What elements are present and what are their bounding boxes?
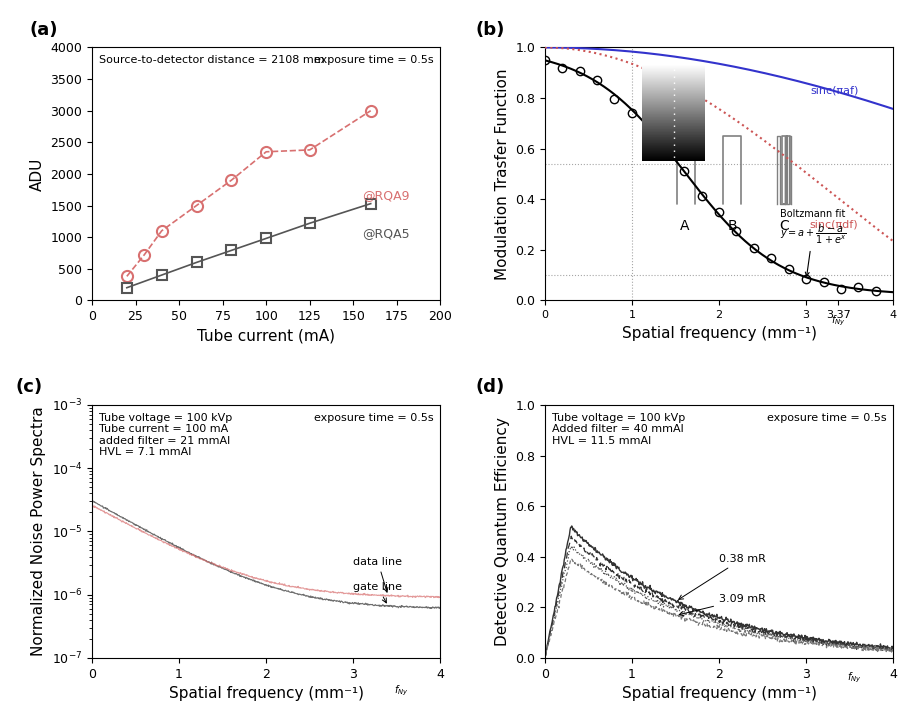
Y-axis label: Detective Quantum Efficiency: Detective Quantum Efficiency bbox=[495, 417, 509, 646]
Text: $f_{Ny}$: $f_{Ny}$ bbox=[394, 684, 409, 698]
Text: C: C bbox=[779, 219, 789, 232]
Text: @RQA9: @RQA9 bbox=[362, 189, 409, 202]
Text: exposure time = 0.5s: exposure time = 0.5s bbox=[314, 412, 433, 422]
X-axis label: Spatial frequency (mm⁻¹): Spatial frequency (mm⁻¹) bbox=[169, 686, 364, 701]
Text: @RQA5: @RQA5 bbox=[362, 227, 409, 240]
Text: B: B bbox=[727, 219, 737, 232]
Text: Boltzmann fit
$y = a + \dfrac{b-a}{1+e^{x}}$: Boltzmann fit $y = a + \dfrac{b-a}{1+e^{… bbox=[780, 209, 847, 276]
Text: A: A bbox=[679, 219, 688, 232]
Text: $f_{Ny}$: $f_{Ny}$ bbox=[831, 313, 845, 328]
Text: data line: data line bbox=[353, 557, 402, 592]
Text: (a): (a) bbox=[29, 21, 58, 39]
Text: sinc(πdf): sinc(πdf) bbox=[810, 219, 858, 230]
Y-axis label: ADU: ADU bbox=[29, 157, 45, 191]
Text: 0.38 mR: 0.38 mR bbox=[678, 554, 766, 599]
X-axis label: Spatial frequency (mm⁻¹): Spatial frequency (mm⁻¹) bbox=[621, 326, 816, 341]
Text: Tube voltage = 100 kVp
Tube current = 100 mA
added filter = 21 mmAl
HVL = 7.1 mm: Tube voltage = 100 kVp Tube current = 10… bbox=[99, 412, 232, 457]
Y-axis label: Modulation Trasfer Function: Modulation Trasfer Function bbox=[495, 68, 509, 279]
Text: $f_{Ny}$: $f_{Ny}$ bbox=[846, 671, 861, 685]
Text: sinc(πaf): sinc(πaf) bbox=[810, 85, 858, 95]
Text: Source-to-detector distance = 2108 mm: Source-to-detector distance = 2108 mm bbox=[99, 55, 325, 65]
Text: exposure time = 0.5s: exposure time = 0.5s bbox=[314, 55, 433, 65]
Text: 3.09 mR: 3.09 mR bbox=[679, 594, 766, 616]
Text: (c): (c) bbox=[16, 378, 42, 396]
Text: (b): (b) bbox=[476, 21, 505, 39]
Text: Tube voltage = 100 kVp
Added filter = 40 mmAl
HVL = 11.5 mmAl: Tube voltage = 100 kVp Added filter = 40… bbox=[552, 412, 685, 445]
Y-axis label: Normalized Noise Power Spectra: Normalized Noise Power Spectra bbox=[31, 406, 46, 656]
X-axis label: Tube current (mA): Tube current (mA) bbox=[197, 329, 335, 344]
Text: gate line: gate line bbox=[353, 582, 402, 603]
Text: exposure time = 0.5s: exposure time = 0.5s bbox=[767, 412, 886, 422]
X-axis label: Spatial frequency (mm⁻¹): Spatial frequency (mm⁻¹) bbox=[621, 686, 816, 701]
Text: (d): (d) bbox=[476, 378, 504, 396]
